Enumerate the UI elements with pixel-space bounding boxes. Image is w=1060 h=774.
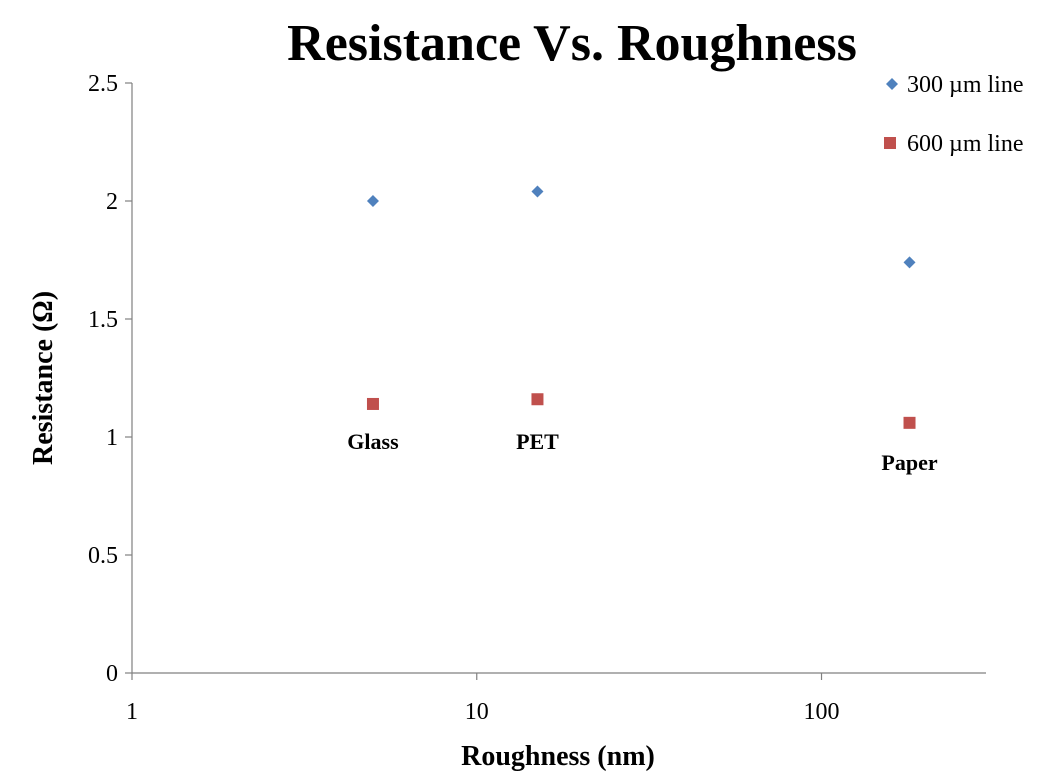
annotation-label: Paper [881, 450, 937, 475]
x-axis-title: Roughness (nm) [461, 741, 655, 772]
chart-title: Resistance Vs. Roughness [287, 15, 857, 72]
series-300um-point [531, 185, 544, 198]
annotation-label: PET [516, 429, 559, 454]
legend-marker [884, 137, 896, 149]
x-tick-label: 10 [465, 699, 489, 725]
y-tick-label: 2 [106, 189, 118, 215]
y-tick-label: 1.5 [88, 307, 118, 333]
y-axis-title: Resistance (Ω) [28, 291, 59, 465]
x-tick-label: 1 [126, 699, 138, 725]
y-tick-label: 2.5 [88, 71, 118, 97]
y-tick-label: 1 [106, 425, 118, 451]
legend-label: 300 µm line [907, 72, 1023, 98]
series-600um-point [531, 393, 544, 406]
x-tick-label: 100 [804, 699, 840, 725]
legend-marker [886, 78, 898, 90]
y-tick-label: 0 [106, 661, 118, 687]
x-axis-ticks: 1 10 100 [126, 673, 840, 725]
legend: 300 µm line 600 µm line [884, 72, 1023, 157]
data-points [366, 185, 916, 429]
series-600um-point [366, 397, 379, 410]
series-600um-point [903, 416, 916, 429]
y-tick-label: 0.5 [88, 543, 118, 569]
point-annotations: Glass PET Paper [347, 429, 938, 475]
annotation-label: Glass [347, 429, 399, 454]
series-300um-point [366, 195, 379, 207]
series-300um-point [903, 256, 916, 269]
legend-label: 600 µm line [907, 131, 1023, 157]
y-axis-ticks: 0 0.5 1 1.5 2 2.5 [88, 71, 132, 687]
